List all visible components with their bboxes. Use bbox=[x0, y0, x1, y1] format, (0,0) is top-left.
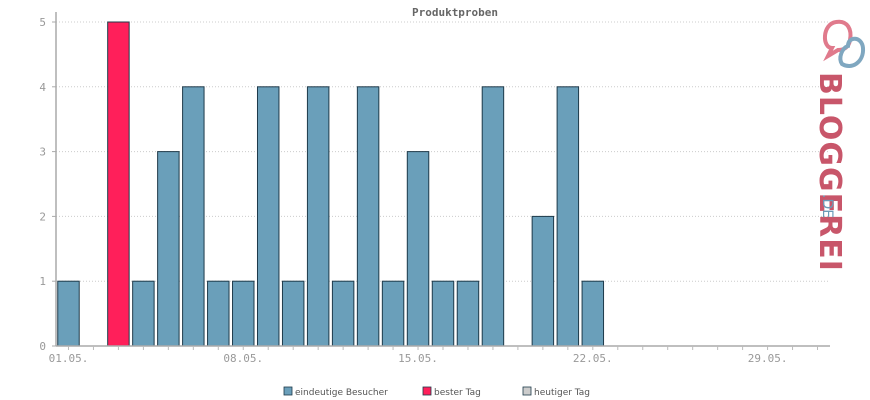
bar bbox=[581, 280, 605, 347]
bar-best-day bbox=[107, 21, 130, 347]
x-tick-label: 01.05. bbox=[49, 352, 89, 365]
y-axis-ticks: 0 1 2 3 4 5 bbox=[39, 16, 56, 353]
x-tick-label: 29.05. bbox=[748, 352, 788, 365]
brand-suffix: .DE bbox=[819, 194, 835, 218]
bar bbox=[531, 215, 555, 347]
legend-swatch-today bbox=[522, 386, 532, 396]
bar bbox=[456, 280, 480, 347]
bar bbox=[356, 86, 380, 347]
bar bbox=[157, 151, 180, 347]
legend-label-best-day: bester Tag bbox=[434, 388, 481, 398]
bar bbox=[481, 86, 505, 347]
x-tick-label: 15.05. bbox=[398, 352, 438, 365]
y-tick-label: 0 bbox=[39, 340, 46, 353]
legend: eindeutige Besucher bester Tag heutiger … bbox=[283, 386, 590, 398]
bar bbox=[381, 280, 405, 347]
speech-bubbles-icon bbox=[823, 19, 866, 68]
bar bbox=[232, 280, 255, 347]
legend-swatch-visitors bbox=[283, 386, 293, 396]
y-tick-label: 4 bbox=[39, 81, 46, 94]
bar bbox=[132, 280, 155, 347]
bar bbox=[57, 280, 80, 347]
x-tick-label: 08.05. bbox=[223, 352, 263, 365]
x-axis-ticks: 01.05. 08.05. 15.05. 22.05. 29.05. bbox=[49, 346, 819, 365]
bar bbox=[256, 86, 280, 347]
legend-label-visitors: eindeutige Besucher bbox=[295, 388, 388, 398]
bar bbox=[281, 280, 305, 347]
bar bbox=[182, 86, 205, 347]
y-tick-label: 2 bbox=[39, 210, 46, 223]
y-tick-label: 3 bbox=[39, 146, 46, 159]
legend-swatch-best-day bbox=[422, 386, 432, 396]
bars bbox=[57, 21, 605, 347]
bar bbox=[306, 86, 330, 347]
bar bbox=[406, 151, 430, 347]
y-tick-label: 1 bbox=[39, 275, 46, 288]
chart-title: Produktproben bbox=[412, 6, 498, 19]
bloggerei-logo: BLOGGEREI .DE bbox=[812, 19, 866, 272]
bar bbox=[331, 280, 355, 347]
y-tick-label: 5 bbox=[39, 16, 46, 29]
brand-name: BLOGGEREI bbox=[812, 72, 847, 272]
bar bbox=[431, 280, 455, 347]
legend-label-today: heutiger Tag bbox=[534, 388, 590, 398]
bar bbox=[207, 280, 230, 347]
x-tick-label: 22.05. bbox=[573, 352, 613, 365]
bar bbox=[556, 86, 580, 347]
